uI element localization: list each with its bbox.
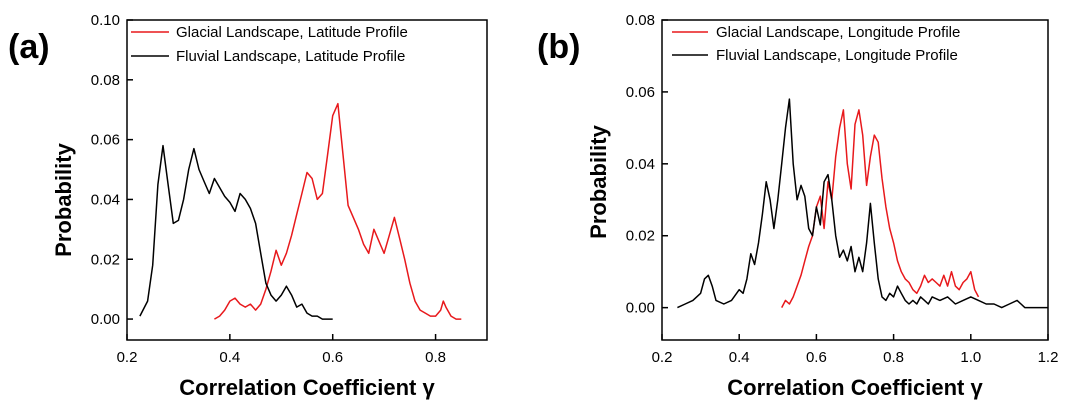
x-tick-label: 1.0: [960, 349, 981, 366]
y-tick-label: 0.08: [91, 72, 120, 89]
y-tick-label: 0.08: [626, 12, 655, 29]
series-line-fluvial: [139, 144, 333, 320]
legend-label-fluvial: Fluvial Landscape, Longitude Profile: [716, 47, 958, 64]
panel-b-ylabel: Probability: [586, 124, 611, 238]
y-tick-label: 0.10: [91, 12, 120, 29]
legend-label-fluvial: Fluvial Landscape, Latitude Profile: [176, 48, 405, 65]
y-tick-label: 0.00: [91, 311, 120, 328]
x-tick-label: 0.2: [652, 349, 673, 366]
x-tick-label: 0.6: [806, 349, 827, 366]
panel-b-xlabel: Correlation Coefficient γ: [727, 375, 983, 400]
y-tick-label: 0.00: [626, 300, 655, 317]
x-tick-label: 1.2: [1038, 349, 1059, 366]
x-tick-label: 0.6: [322, 349, 343, 366]
panel-a-label: (a): [8, 28, 50, 66]
series-line-fluvial: [677, 98, 1048, 309]
y-tick-label: 0.02: [91, 251, 120, 268]
y-tick-label: 0.02: [626, 228, 655, 245]
series-line-glacial: [214, 102, 462, 320]
y-tick-label: 0.04: [626, 156, 655, 173]
panel-b-series: [677, 98, 1048, 309]
panel-b-label: (b): [537, 28, 580, 66]
x-tick-label: 0.2: [117, 349, 138, 366]
panel-b-ticks: 0.2 0.4 0.6 0.8 1.0 1.2 0.00 0.02 0.04 0.06 0.08: [626, 12, 1059, 366]
panel-a-series: [139, 102, 462, 320]
x-tick-label: 0.4: [219, 349, 240, 366]
x-tick-label: 0.8: [425, 349, 446, 366]
x-tick-label: 0.4: [729, 349, 750, 366]
panel-a-xlabel: Correlation Coefficient γ: [179, 375, 435, 400]
panel-a-frame: [126, 19, 488, 341]
panel-b-legend: Glacial Landscape, Longitude Profile Flu…: [672, 24, 960, 64]
series-line-glacial: [781, 109, 980, 308]
x-tick-label: 0.8: [883, 349, 904, 366]
panel-b-frame: [661, 19, 1049, 341]
y-tick-label: 0.04: [91, 191, 120, 208]
panel-a-ylabel: Probability: [51, 142, 76, 256]
panel-a: (a) 0.2 0.4 0.6 0.8 0.00 0.02 0.04 0.06 0.08 0.10…: [8, 12, 488, 400]
panel-a-ticks: 0.2 0.4 0.6 0.8 0.00 0.02 0.04 0.06 0.08 0.10: [91, 12, 446, 366]
panel-a-legend: Glacial Landscape, Latitude Profile Fluv…: [131, 24, 408, 65]
legend-label-glacial: Glacial Landscape, Longitude Profile: [716, 24, 960, 41]
y-tick-label: 0.06: [91, 132, 120, 149]
legend-label-glacial: Glacial Landscape, Latitude Profile: [176, 24, 408, 41]
panel-b: (b) 0.2 0.4 0.6 0.8 1.0 1.20.000.020.040.060.…: [537, 12, 1058, 400]
y-tick-label: 0.06: [626, 84, 655, 101]
